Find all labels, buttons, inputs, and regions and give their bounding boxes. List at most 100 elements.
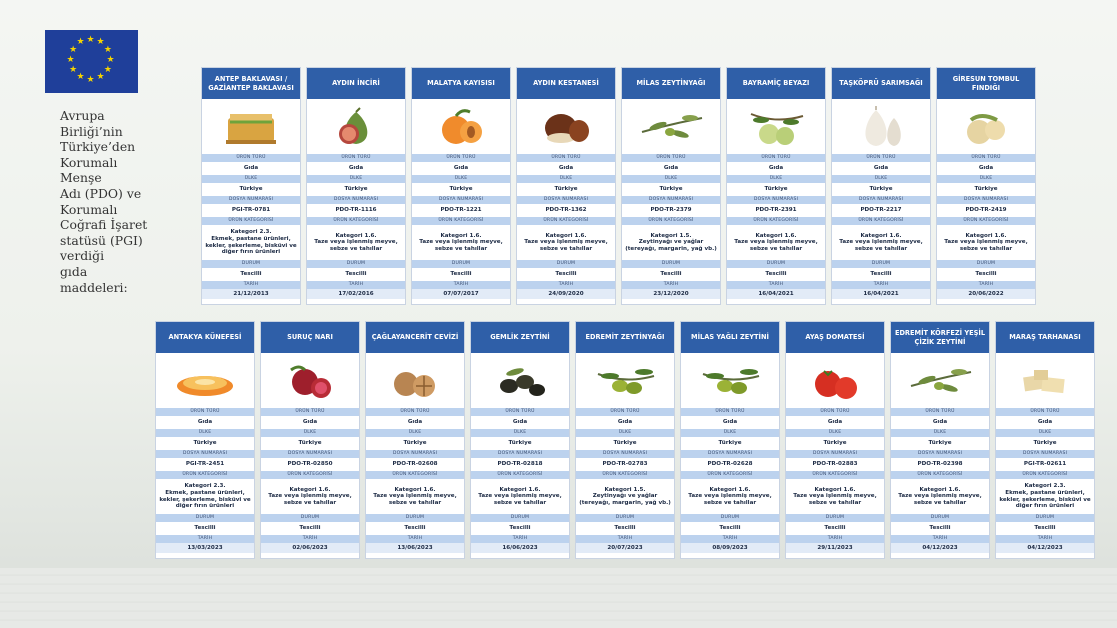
value-product-category: Kategori 1.6. Taze veya işlenmiş meyve, s…: [727, 225, 825, 260]
label-status: DURUM: [937, 260, 1035, 268]
category-description: Zeytinyağı ve yağlar (tereyağı, margarin…: [579, 493, 671, 506]
page-title-line: Adı (PDO) ve: [60, 185, 142, 201]
label-country: ÜLKE: [786, 429, 884, 437]
product-image: [576, 353, 674, 408]
page-title-line: Birliği’nin: [60, 123, 123, 139]
label-date: TARİH: [576, 535, 674, 543]
label-date: TARİH: [412, 281, 510, 289]
label-country: ÜLKE: [202, 175, 300, 183]
label-product-type: ÜRÜN TÜRÜ: [261, 408, 359, 416]
value-product-category: Kategori 2.3. Ekmek, pastane ürünleri, ke…: [996, 479, 1094, 514]
value-product-category: Kategori 1.6. Taze veya işlenmiş meyve, s…: [891, 479, 989, 514]
page-title: Avrupa Birliği’nin Türkiye’den Korumalı Men…: [60, 108, 152, 295]
value-product-category: Kategori 1.6. Taze veya işlenmiş meyve, s…: [261, 479, 359, 514]
category-description: Zeytinyağı ve yağlar (tereyağı, margarin…: [625, 239, 717, 252]
value-status: Tescilli: [681, 522, 779, 535]
value-status: Tescilli: [471, 522, 569, 535]
eu-star-icon: ★: [103, 64, 112, 75]
apricot-icon: [442, 108, 482, 144]
olive-branch-icon: [641, 114, 703, 138]
label-file-number: DOSYA NUMARASI: [996, 450, 1094, 458]
label-status: DURUM: [727, 260, 825, 268]
value-date: 16/06/2023: [471, 543, 569, 553]
category-code: Kategori 2.3.: [230, 229, 272, 236]
label-status: DURUM: [366, 514, 464, 522]
category-code: Kategori 1.6.: [919, 486, 961, 493]
label-product-category: ÜRÜN KATEGORİSİ: [517, 217, 615, 225]
product-image: [891, 353, 989, 408]
value-country: Türkiye: [261, 437, 359, 450]
value-product-category: Kategori 1.6. Taze veya işlenmiş meyve, s…: [412, 225, 510, 260]
label-product-category: ÜRÜN KATEGORİSİ: [261, 471, 359, 479]
label-status: DURUM: [517, 260, 615, 268]
value-country: Türkiye: [576, 437, 674, 450]
eu-star-icon: ★: [106, 54, 115, 65]
value-product-category: Kategori 1.6. Taze veya işlenmiş meyve, s…: [681, 479, 779, 514]
value-date: 16/04/2021: [832, 289, 930, 299]
product-card: AYDIN KESTANESİ ÜRÜN TÜRÜ Gıda ÜLKE Türkiye D…: [516, 67, 616, 305]
label-date: TARİH: [366, 535, 464, 543]
value-date: 13/06/2023: [366, 543, 464, 553]
label-country: ÜLKE: [996, 429, 1094, 437]
category-code: Kategori 1.6.: [335, 232, 377, 239]
value-file-number: PDO-TR-1116: [307, 204, 405, 217]
value-file-number: PDO-TR-02608: [366, 458, 464, 471]
value-date: 04/12/2023: [996, 543, 1094, 553]
value-status: Tescilli: [891, 522, 989, 535]
value-status: Tescilli: [996, 522, 1094, 535]
value-country: Türkiye: [786, 437, 884, 450]
value-status: Tescilli: [727, 268, 825, 281]
category-description: Taze veya işlenmiş meyve, sebze ve tahıl…: [478, 493, 562, 506]
product-image: [412, 99, 510, 154]
value-product-category: Kategori 1.6. Taze veya işlenmiş meyve, s…: [471, 479, 569, 514]
label-file-number: DOSYA NUMARASI: [891, 450, 989, 458]
label-date: TARİH: [891, 535, 989, 543]
product-image: [307, 99, 405, 154]
value-product-type: Gıda: [681, 416, 779, 429]
product-name: EDREMİT KÖRFEZİ YEŞİL ÇİZİK ZEYTİNİ: [891, 322, 989, 353]
product-name: AYDIN İNCİRİ: [307, 68, 405, 99]
value-product-category: Kategori 1.6. Taze veya işlenmiş meyve, s…: [366, 479, 464, 514]
label-date: TARİH: [517, 281, 615, 289]
label-product-type: ÜRÜN TÜRÜ: [307, 154, 405, 162]
product-name: ÇAĞLAYANCERİT CEVİZİ: [366, 322, 464, 353]
category-code: Kategori 1.6.: [440, 232, 482, 239]
value-product-type: Gıda: [517, 162, 615, 175]
eu-star-icon: ★: [69, 44, 78, 55]
label-product-type: ÜRÜN TÜRÜ: [891, 408, 989, 416]
value-file-number: PDO-TR-02883: [786, 458, 884, 471]
page-title-line: statüsü (PGI): [60, 232, 143, 248]
product-image: [622, 99, 720, 154]
label-country: ÜLKE: [412, 175, 510, 183]
product-name: AYDIN KESTANESİ: [517, 68, 615, 99]
value-country: Türkiye: [412, 183, 510, 196]
product-image: [727, 99, 825, 154]
value-file-number: PDO-TR-2379: [622, 204, 720, 217]
value-file-number: PDO-TR-02783: [576, 458, 674, 471]
products-row-2: ANTAKYA KÜNEFESİ ÜRÜN TÜRÜ Gıda ÜLKE Türkiye…: [155, 321, 1095, 559]
label-product-type: ÜRÜN TÜRÜ: [727, 154, 825, 162]
product-image: [832, 99, 930, 154]
value-product-type: Gıda: [471, 416, 569, 429]
value-date: 02/06/2023: [261, 543, 359, 553]
value-file-number: PDO-TR-2217: [832, 204, 930, 217]
label-country: ÜLKE: [307, 175, 405, 183]
product-card: SURUÇ NARI ÜRÜN TÜRÜ Gıda ÜLKE Türkiye DOSYA …: [260, 321, 360, 559]
label-product-type: ÜRÜN TÜRÜ: [622, 154, 720, 162]
category-description: Ekmek, pastane ürünleri, kekler, şekerle…: [999, 489, 1091, 510]
product-card: AYDIN İNCİRİ ÜRÜN TÜRÜ Gıda ÜLKE Türkiye DOSY…: [306, 67, 406, 305]
label-status: DURUM: [681, 514, 779, 522]
category-description: Ekmek, pastane ürünleri, kekler, şekerle…: [205, 235, 297, 256]
value-country: Türkiye: [832, 183, 930, 196]
product-name: MARAŞ TARHANASI: [996, 322, 1094, 353]
product-image: [937, 99, 1035, 154]
black-olive-icon: [500, 367, 545, 396]
product-image: [996, 353, 1094, 408]
page-title-line: Korumalı: [60, 201, 118, 217]
eu-star-icon: ★: [86, 34, 95, 45]
product-image: [681, 353, 779, 408]
product-card: TAŞKÖPRÜ SARIMSAĞI ÜRÜN TÜRÜ Gıda ÜLKE Türki…: [831, 67, 931, 305]
chestnut-icon: [545, 113, 589, 143]
label-product-category: ÜRÜN KATEGORİSİ: [832, 217, 930, 225]
value-date: 23/12/2020: [622, 289, 720, 299]
